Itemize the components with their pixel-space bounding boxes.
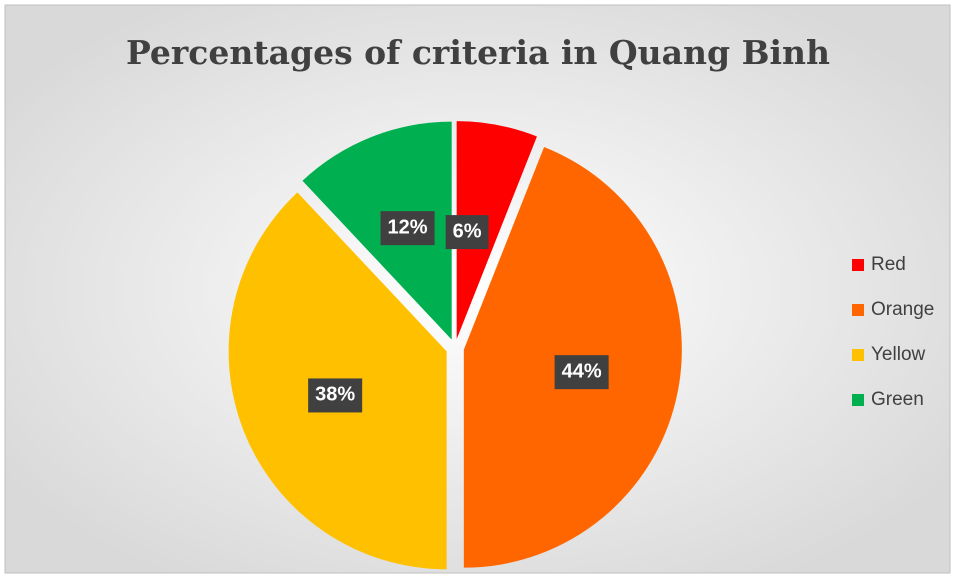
legend-label: Red [871,254,906,275]
legend-swatch [852,394,864,406]
data-label-box [380,211,435,246]
data-label-box [445,215,489,250]
data-label: 12% [388,216,428,238]
legend-swatch [852,259,864,271]
chart-title: Percentages of criteria in Quang Binh [126,33,830,72]
legend-label: Green [871,389,924,410]
data-label: 6% [453,220,482,242]
data-label-box [554,355,609,390]
data-label: 44% [562,360,602,382]
legend-label: Yellow [871,344,926,365]
legend-swatch [852,304,864,316]
legend-label: Orange [871,299,934,320]
data-label-box [308,378,363,413]
pie-slice [302,121,452,340]
legend-swatch [852,349,864,361]
data-label: 38% [315,384,355,406]
pie-slice [456,121,537,340]
